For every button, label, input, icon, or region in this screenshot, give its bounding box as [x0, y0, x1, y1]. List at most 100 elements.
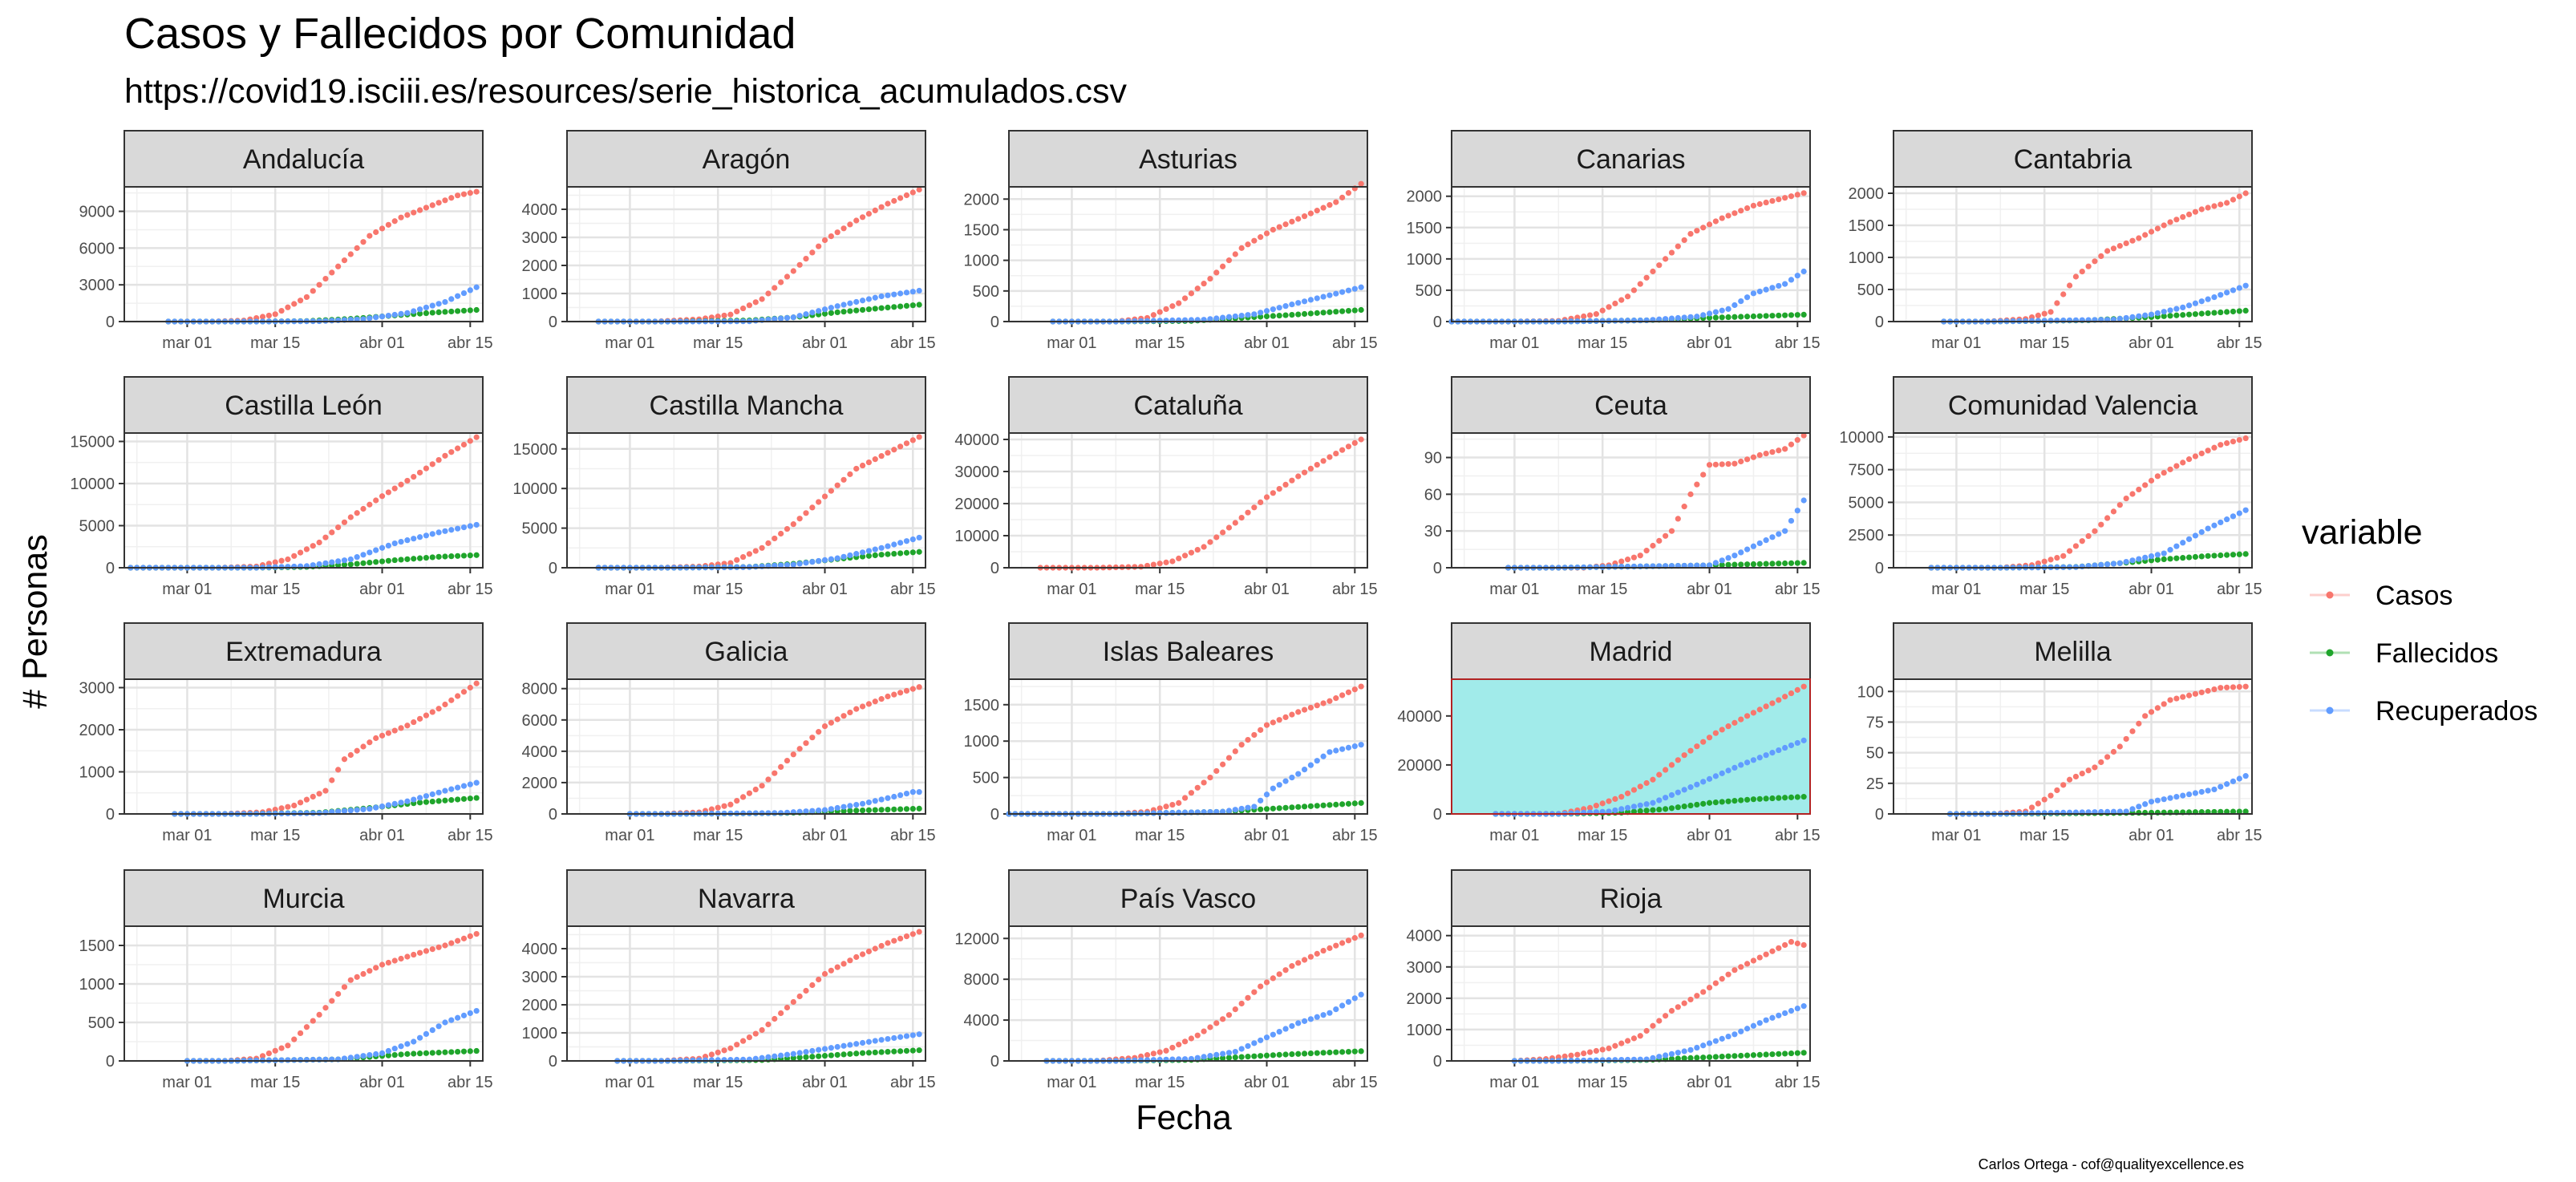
data-point [2104, 248, 2111, 254]
data-point [1788, 560, 1795, 566]
data-point [821, 557, 828, 564]
data-point [2142, 482, 2149, 488]
data-point [1794, 1005, 1800, 1012]
data-point [1687, 231, 1694, 237]
data-point [1738, 549, 1744, 556]
data-point [398, 214, 404, 221]
data-point [2098, 253, 2104, 259]
x-tick-label: abr 15 [448, 334, 493, 352]
panel-background [1009, 433, 1367, 568]
data-point [1763, 286, 1769, 293]
data-point [778, 279, 784, 285]
data-point [391, 1051, 398, 1059]
data-point [1276, 805, 1282, 812]
y-tick-label: 4000 [964, 1012, 1000, 1030]
data-point [1725, 555, 1732, 561]
data-point [2173, 794, 2180, 800]
data-point [784, 757, 791, 764]
data-point [1712, 309, 1719, 315]
data-point [1650, 776, 1656, 783]
data-point [1794, 560, 1800, 566]
data-point [1782, 195, 1788, 201]
data-point [1776, 447, 1782, 454]
panel-background [1452, 926, 1810, 1061]
data-point [429, 798, 435, 805]
data-point [2211, 553, 2218, 559]
data-point [1694, 801, 1700, 808]
data-point [1706, 221, 1713, 228]
data-point [442, 942, 448, 949]
data-point [2205, 447, 2211, 454]
data-point [1345, 443, 1352, 450]
data-point [1668, 249, 1675, 256]
data-point [1225, 524, 1233, 531]
data-point [367, 739, 373, 746]
data-point [473, 1047, 480, 1054]
data-point [1339, 1002, 1346, 1009]
data-point [916, 929, 922, 935]
data-point [2224, 552, 2230, 558]
data-point [2192, 311, 2199, 318]
data-point [1738, 964, 1744, 970]
data-point [1586, 804, 1594, 811]
data-point [303, 1057, 310, 1063]
data-point [341, 1055, 348, 1062]
y-tick-label: 1000 [964, 733, 1000, 751]
data-point [840, 225, 847, 232]
data-point [721, 803, 727, 809]
data-point [2211, 786, 2218, 793]
data-point [442, 553, 448, 560]
data-point [865, 553, 873, 559]
data-point [1320, 458, 1326, 464]
data-point [1251, 1040, 1258, 1046]
data-point [1238, 515, 1245, 521]
data-point [1800, 190, 1807, 196]
data-point [423, 554, 430, 561]
data-point [360, 552, 367, 558]
data-point [1232, 807, 1238, 813]
data-point [2198, 788, 2205, 795]
data-point [1756, 288, 1763, 295]
y-tick-label: 500 [88, 1014, 115, 1032]
data-point [916, 534, 922, 541]
data-point [796, 313, 803, 319]
data-point [1776, 795, 1782, 801]
data-point [1169, 809, 1176, 816]
data-point [347, 251, 354, 257]
data-point [1258, 797, 1264, 804]
data-point [784, 561, 791, 569]
data-point [1263, 313, 1270, 320]
data-point [391, 1046, 398, 1052]
data-point [1263, 308, 1270, 314]
y-tick-label: 8000 [522, 681, 558, 698]
data-point [909, 437, 916, 443]
data-point [1245, 737, 1251, 743]
data-point [455, 525, 461, 532]
data-point [1599, 800, 1606, 807]
data-point [859, 807, 866, 814]
data-point [1788, 517, 1795, 524]
data-point [2129, 491, 2136, 497]
data-point [411, 536, 417, 542]
data-point [2236, 683, 2242, 690]
data-point [1207, 275, 1213, 282]
data-point [1301, 298, 1308, 305]
data-point [398, 725, 404, 731]
data-point [367, 806, 373, 812]
data-point [2230, 552, 2237, 558]
data-point [816, 976, 822, 983]
data-point [859, 462, 866, 469]
data-point [1295, 960, 1302, 966]
data-point [1687, 1054, 1694, 1061]
data-point [1220, 1016, 1226, 1022]
data-point [416, 555, 423, 561]
data-point [1776, 1012, 1782, 1018]
data-point [2085, 767, 2092, 774]
data-point [2129, 806, 2136, 812]
data-point [373, 314, 379, 321]
data-point [423, 204, 430, 211]
x-tick-label: abr 01 [1687, 334, 1732, 352]
data-point [467, 438, 473, 444]
data-point [423, 532, 430, 539]
data-point [1320, 700, 1326, 706]
